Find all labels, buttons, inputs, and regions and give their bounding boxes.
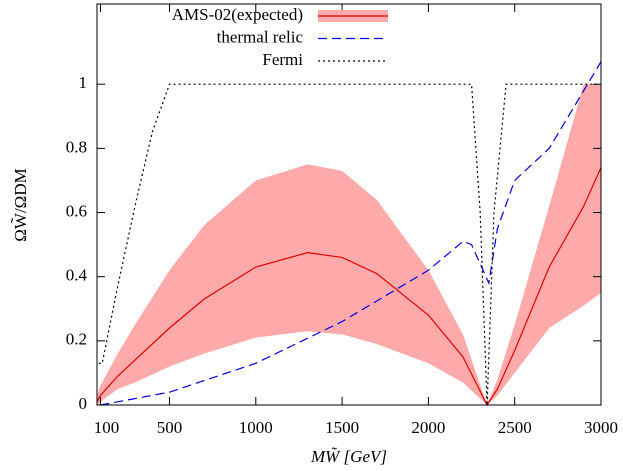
y-tick-label: 0 [79, 394, 88, 413]
x-axis-label: MW̃ [GeV] [310, 447, 387, 466]
x-tick-label: 1500 [325, 418, 359, 437]
y-tick-label: 0.4 [66, 266, 88, 285]
series-line [100, 61, 602, 406]
series-line [96, 167, 602, 407]
error-band [97, 84, 601, 405]
y-axis-label: ΩW̃/ΩDM [11, 168, 30, 241]
x-tick-label: 100 [94, 418, 120, 437]
legend-label: AMS-02(expected) [172, 5, 303, 24]
x-tick-label: 3000 [584, 418, 618, 437]
y-tick-label: 0.2 [66, 330, 87, 349]
y-tick-label: 1 [79, 73, 88, 92]
y-tick-label: 0.8 [66, 137, 87, 156]
x-tick-label: 1000 [239, 418, 273, 437]
x-tick-label: 2000 [411, 418, 445, 437]
legend-label: Fermi [262, 50, 303, 69]
x-tick-label: 500 [157, 418, 183, 437]
legend-label: thermal relic [217, 27, 304, 46]
x-tick-label: 2500 [498, 418, 532, 437]
plot-frame [96, 3, 602, 406]
series-line [98, 83, 601, 406]
y-tick-label: 0.6 [66, 201, 87, 220]
